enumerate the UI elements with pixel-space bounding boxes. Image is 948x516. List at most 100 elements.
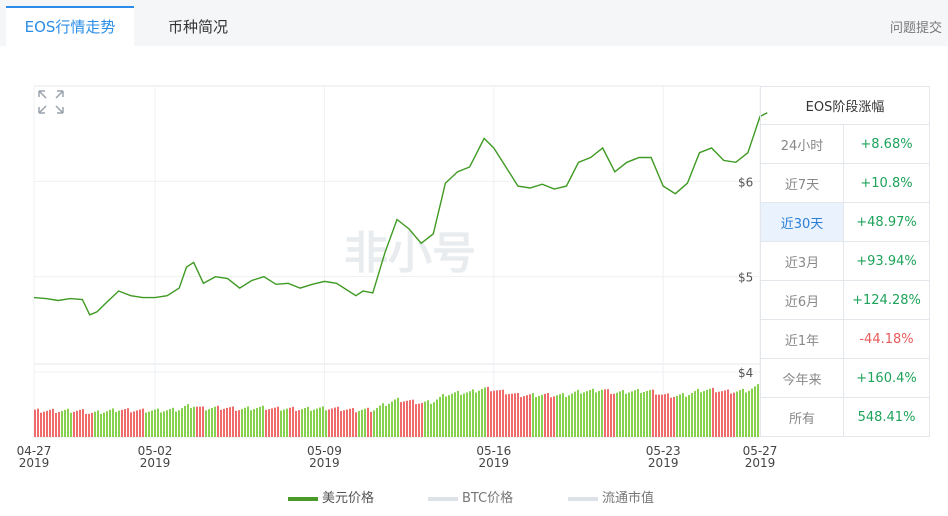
- feedback-link[interactable]: 问题提交: [889, 21, 942, 36]
- volume-bar: [250, 410, 252, 437]
- volume-bar: [490, 391, 492, 437]
- volume-bar: [163, 411, 165, 437]
- x-axis-ticks: 04-27201905-02201905-09201905-16201905-2…: [17, 444, 778, 470]
- stats-label[interactable]: 今年来: [760, 358, 844, 398]
- stats-label[interactable]: 近1年: [760, 319, 844, 359]
- volume-bar: [550, 397, 552, 437]
- volume-bar: [466, 392, 468, 437]
- volume-bar: [355, 412, 357, 437]
- legend-label: BTC价格: [462, 491, 514, 506]
- stats-row[interactable]: 今年来 +160.4%: [760, 358, 930, 398]
- stats-row[interactable]: 近7天 +10.8%: [760, 163, 930, 203]
- volume-bar: [43, 411, 45, 437]
- volume-bar: [580, 393, 582, 437]
- volume-bar: [322, 406, 324, 437]
- volume-bar: [88, 413, 90, 437]
- volume-bar: [748, 390, 750, 437]
- volume-bar: [493, 390, 495, 437]
- volume-bar: [169, 409, 171, 437]
- volume-bar: [67, 408, 69, 437]
- volume-bar: [535, 397, 537, 437]
- volume-bar: [139, 409, 141, 437]
- stats-row[interactable]: 所有 548.41%: [760, 397, 930, 437]
- volume-bar: [313, 409, 315, 437]
- volume-bar: [511, 393, 513, 437]
- volume-bar: [682, 393, 684, 437]
- legend-usd-price[interactable]: 美元价格: [288, 487, 374, 506]
- volume-bar: [397, 397, 399, 437]
- volume-bar: [385, 405, 387, 437]
- volume-bar: [700, 392, 702, 437]
- stats-row[interactable]: 24小时 +8.68%: [760, 124, 930, 164]
- volume-bar: [316, 408, 318, 437]
- volume-bar: [613, 393, 615, 437]
- volume-bar: [562, 393, 564, 437]
- volume-bar: [724, 390, 726, 437]
- volume-bar: [187, 404, 189, 437]
- volume-bar: [433, 402, 435, 437]
- volume-bar: [364, 408, 366, 437]
- volume-bar: [712, 387, 714, 437]
- volume-bar: [505, 394, 507, 437]
- volume-bar: [151, 410, 153, 437]
- volume-bar: [343, 410, 345, 437]
- volume-bar: [658, 394, 660, 437]
- volume-bar: [463, 393, 465, 437]
- volume-bar: [268, 409, 270, 437]
- stats-label[interactable]: 近30天: [760, 202, 844, 242]
- stats-label[interactable]: 24小时: [760, 124, 844, 164]
- tab-coin-overview[interactable]: 币种简况: [167, 18, 228, 36]
- stats-row-selected[interactable]: 近30天 +48.97%: [760, 202, 930, 242]
- volume-bar: [94, 411, 96, 437]
- volume-bar: [133, 411, 135, 437]
- stats-label[interactable]: 所有: [760, 397, 844, 437]
- volume-bar: [361, 409, 363, 437]
- volume-bar: [688, 395, 690, 437]
- volume-bar: [277, 406, 279, 437]
- top-tab-bar: EOS行情走势 币种简况 问题提交: [0, 0, 948, 46]
- fullscreen-icon[interactable]: [38, 90, 64, 114]
- stats-label[interactable]: 近7天: [760, 163, 844, 203]
- volume-bar: [448, 395, 450, 437]
- volume-bar: [721, 391, 723, 437]
- volume-bar: [130, 412, 132, 437]
- volume-bar: [64, 409, 66, 437]
- volume-bar: [745, 392, 747, 437]
- stats-row[interactable]: 近6月 +124.28%: [760, 280, 930, 320]
- stats-row[interactable]: 近3月 +93.94%: [760, 241, 930, 281]
- volume-bar: [673, 396, 675, 437]
- x-tick-label: 05-16: [476, 444, 511, 458]
- volume-bar: [730, 393, 732, 437]
- volume-bar: [307, 406, 309, 437]
- volume-bar: [379, 405, 381, 437]
- stats-label[interactable]: 近3月: [760, 241, 844, 281]
- stats-row[interactable]: 近1年 -44.18%: [760, 319, 930, 359]
- volume-bar: [370, 411, 372, 437]
- legend-label: 美元价格: [322, 491, 375, 506]
- y-tick-label: $5: [738, 271, 753, 285]
- x-tick-label: 05-23: [646, 444, 681, 458]
- volume-bar: [346, 409, 348, 437]
- legend-btc-price[interactable]: BTC价格: [428, 487, 513, 506]
- stats-label[interactable]: 近6月: [760, 280, 844, 320]
- legend-market-cap[interactable]: 流通市值: [568, 487, 654, 506]
- volume-bar: [37, 408, 39, 437]
- volume-bar: [541, 394, 543, 437]
- volume-bar: [208, 409, 210, 437]
- volume-bar: [565, 397, 567, 437]
- volume-bar: [529, 394, 531, 437]
- volume-bar: [685, 396, 687, 437]
- volume-bar: [727, 389, 729, 437]
- tab-eos-market[interactable]: EOS行情走势: [6, 6, 134, 46]
- volume-bar: [235, 410, 237, 437]
- volume-bar: [589, 390, 591, 437]
- x-tick-year: 2019: [648, 456, 679, 470]
- stats-value: +10.8%: [843, 163, 930, 203]
- volume-bar: [172, 407, 174, 437]
- volume-bar: [112, 408, 114, 437]
- volume-bar: [415, 404, 417, 437]
- volume-bar: [199, 406, 201, 437]
- volume-bar: [238, 410, 240, 437]
- volume-bar: [73, 411, 75, 437]
